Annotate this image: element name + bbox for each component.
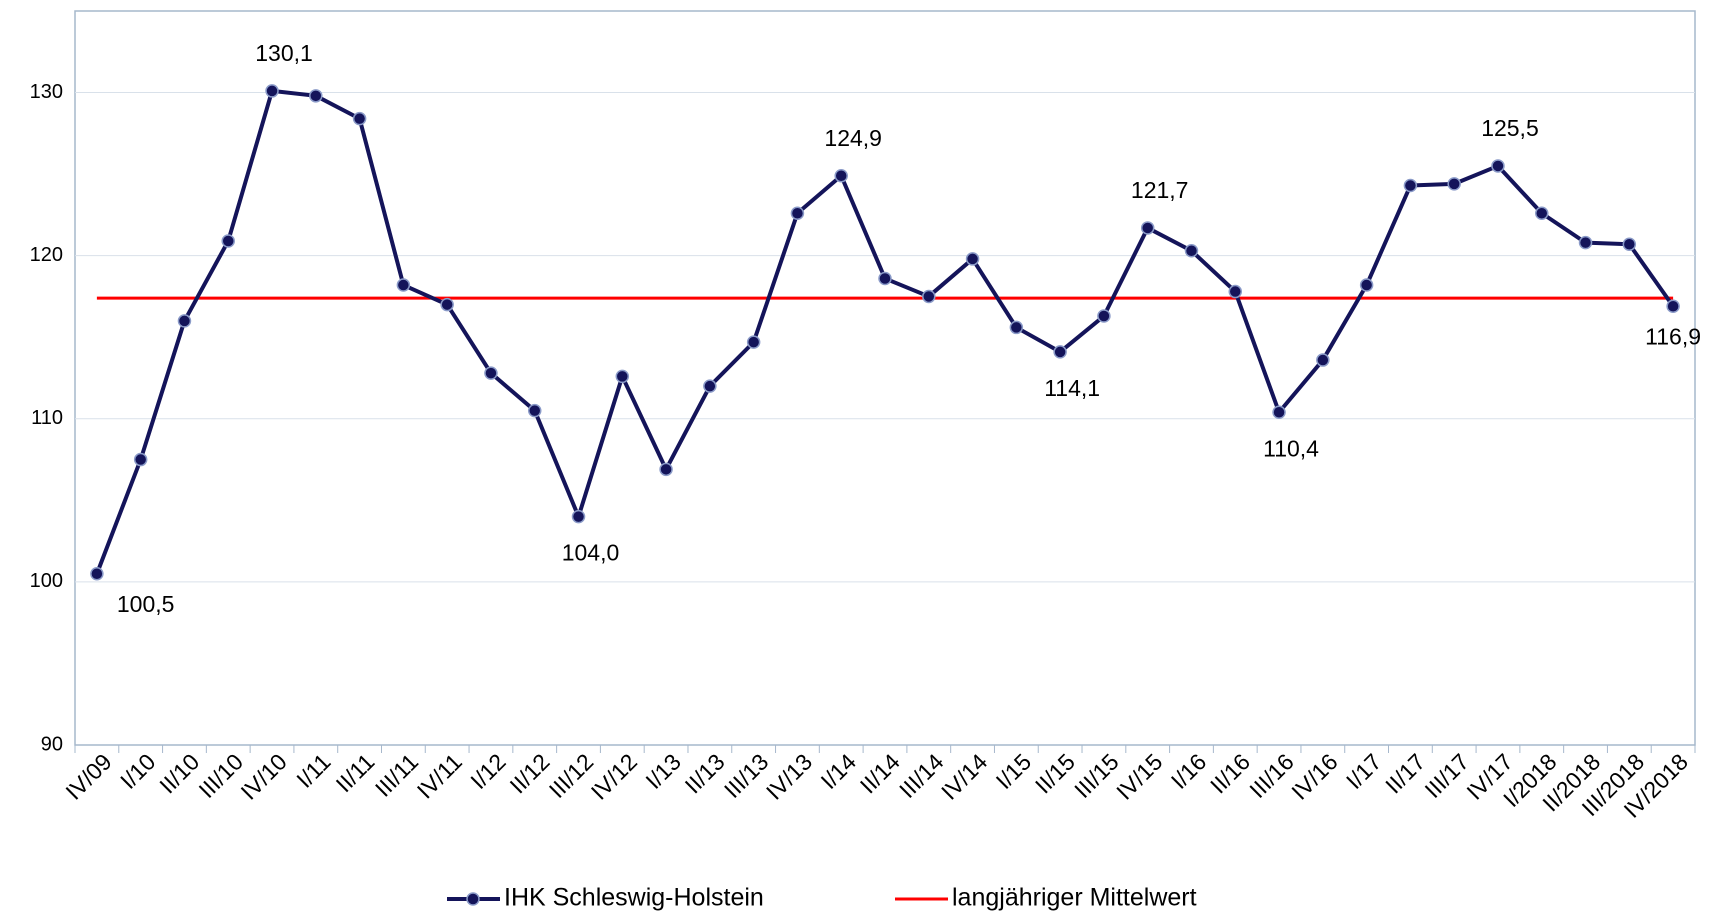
point — [1403, 178, 1418, 193]
point — [265, 84, 279, 98]
x-tick-label: IV/10 — [235, 748, 291, 804]
x-tick-label: III/17 — [1419, 748, 1474, 803]
point — [1228, 284, 1243, 299]
point — [1535, 206, 1549, 221]
x-tick-label: I/16 — [1166, 748, 1212, 794]
point — [309, 89, 323, 103]
series-line — [95, 88, 1675, 575]
point — [878, 271, 892, 286]
point — [1447, 177, 1461, 191]
point — [527, 403, 542, 418]
x-tick-label: I/11 — [291, 748, 335, 792]
point — [1622, 237, 1637, 251]
point — [659, 462, 673, 477]
point — [133, 452, 148, 467]
legend-swatch — [466, 892, 480, 906]
point — [1359, 278, 1374, 292]
legend-label: langjähriger Mittelwert — [952, 884, 1197, 912]
x-tick-label: II/17 — [1380, 748, 1430, 798]
x-tick-label: II/15 — [1030, 748, 1080, 798]
x-tick-label: I/17 — [1341, 748, 1387, 794]
point — [1184, 244, 1199, 258]
point — [177, 314, 192, 328]
x-tick-label: IV/12 — [586, 748, 642, 804]
data-label: 116,9 — [1645, 323, 1701, 349]
point — [571, 509, 586, 524]
point — [1578, 235, 1593, 250]
point — [1272, 405, 1286, 420]
x-tick-label: III/14 — [894, 748, 949, 803]
point — [615, 369, 630, 384]
x-tick-label: III/13 — [719, 748, 774, 803]
point — [922, 289, 936, 304]
x-tick-label: IV/15 — [1111, 748, 1167, 804]
point — [440, 297, 454, 312]
x-tick-label: II/11 — [331, 748, 380, 797]
x-tick-label: II/10 — [154, 748, 204, 798]
data-label: 114,1 — [1044, 375, 1100, 401]
x-tick-label: I/14 — [816, 748, 862, 794]
point — [834, 168, 848, 183]
x-tick-label: II/13 — [680, 748, 730, 798]
point — [1316, 353, 1330, 367]
point — [352, 111, 367, 126]
legend-label: IHK Schleswig-Holstein — [504, 884, 764, 912]
y-tick-label: 120 — [30, 244, 63, 266]
point — [1097, 309, 1111, 323]
point — [221, 234, 235, 248]
data-label: 121,7 — [1131, 177, 1189, 203]
y-tick-label: 130 — [30, 81, 63, 103]
x-tick-label: IV/14 — [936, 748, 993, 805]
point — [746, 335, 761, 349]
point — [965, 252, 980, 266]
point — [703, 379, 717, 393]
x-tick-label: III/11 — [370, 748, 423, 801]
data-label: 130,1 — [255, 40, 313, 66]
point — [484, 366, 498, 380]
plot-frame — [74, 10, 1696, 746]
data-label: 110,4 — [1263, 435, 1319, 461]
x-tick-label: I/10 — [115, 748, 161, 794]
point — [1666, 299, 1680, 313]
x-tick-label: II/12 — [505, 748, 555, 798]
point — [1491, 159, 1505, 173]
x-tick-label: III/16 — [1244, 748, 1299, 803]
data-label: 104,0 — [562, 540, 620, 566]
point — [90, 566, 104, 581]
point — [1140, 221, 1155, 235]
x-tick-label: III/10 — [194, 748, 249, 803]
y-tick-label: 110 — [31, 407, 63, 429]
x-tick-label: I/15 — [991, 748, 1037, 794]
x-tick-label: IV/13 — [761, 748, 817, 804]
y-tick-label: 100 — [30, 570, 63, 592]
x-tick-label: IV/16 — [1286, 748, 1342, 804]
x-tick-label: IV/11 — [412, 748, 467, 803]
point — [1053, 345, 1067, 359]
y-tick-label: 90 — [41, 733, 63, 755]
x-tick-label: II/14 — [855, 748, 905, 798]
x-tick-label: I/12 — [465, 748, 511, 794]
x-tick-label: III/12 — [544, 748, 599, 803]
point — [790, 206, 805, 221]
point — [1009, 320, 1024, 335]
data-label: 125,5 — [1481, 115, 1539, 141]
data-label: 100,5 — [117, 591, 175, 617]
x-tick-label: III/15 — [1069, 748, 1124, 803]
x-tick-label: II/16 — [1205, 748, 1255, 798]
x-tick-label: I/13 — [640, 748, 686, 794]
x-tick-label: IV/09 — [60, 748, 116, 804]
point — [396, 278, 411, 292]
data-label: 124,9 — [824, 125, 882, 151]
